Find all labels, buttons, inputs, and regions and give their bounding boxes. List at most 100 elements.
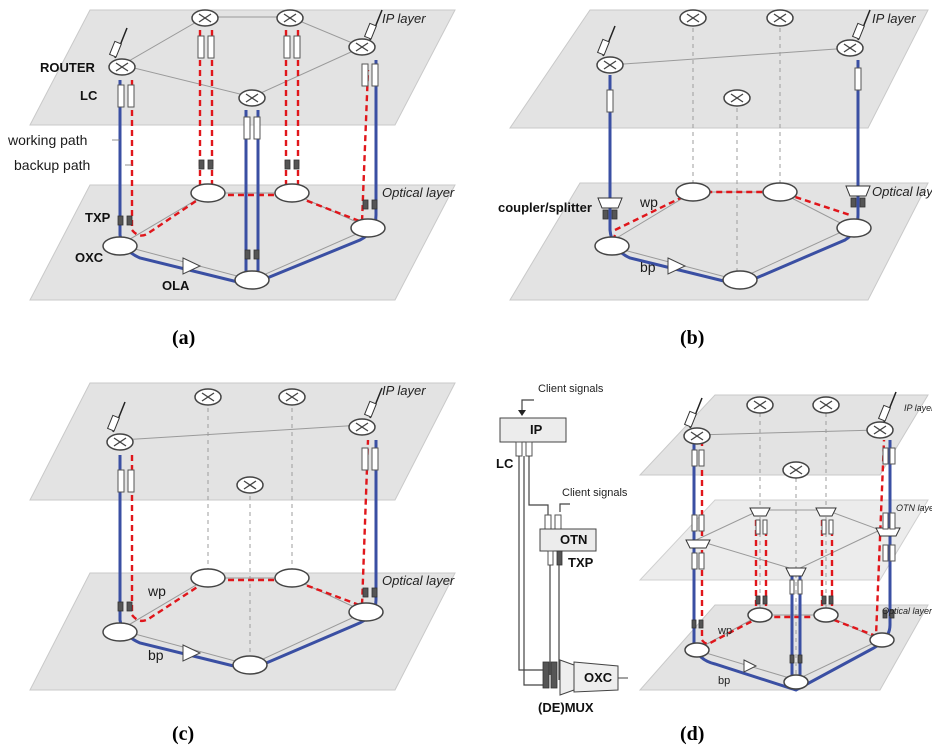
wp-label: wp: [147, 583, 166, 599]
oxc-node: [274, 183, 310, 203]
otn-layer-label: OTN layer: [896, 503, 932, 513]
ip-box-label: IP: [530, 422, 543, 437]
router-node-icon: [866, 421, 894, 439]
ip-layer-label: IP layer: [872, 11, 916, 26]
otn-box-label: OTN: [560, 532, 587, 547]
optical-layer-plane: [638, 604, 929, 691]
oxc-node: [350, 218, 386, 238]
amplifier-icon: [182, 257, 202, 275]
wp-label: wp: [717, 625, 732, 637]
router-node-icon: [236, 476, 264, 494]
oxc-node: [190, 568, 226, 588]
router-node-icon: [348, 418, 376, 436]
router-node-icon: [238, 89, 266, 107]
bp-label: bp: [148, 647, 164, 663]
router-node-icon: [746, 396, 774, 414]
otn-switch-icon: [749, 507, 771, 517]
ip-layer-plane: [29, 9, 456, 126]
ip-layer-plane: [509, 9, 929, 129]
transponder-icon: [284, 159, 300, 170]
oxc-node: [836, 218, 872, 238]
oxc-node: [348, 602, 384, 622]
router-node-icon: [766, 9, 794, 27]
router-node-icon: [782, 461, 810, 479]
oxc-box-label: OXC: [584, 670, 613, 685]
amplifier-icon: [743, 659, 758, 673]
panel-a: IP layer Optical layer ROUTER LC working…: [7, 9, 456, 349]
router-node-icon: [723, 89, 751, 107]
caption-b: (b): [680, 327, 704, 349]
transponder-icon: [198, 159, 214, 170]
panel-d-schematic: Client signals IP LC Client signals OTN …: [496, 383, 628, 715]
backup-path-label: backup path: [14, 157, 90, 173]
backup-path-a: [130, 30, 370, 237]
oxc-node: [813, 607, 839, 623]
oxc-node: [190, 183, 226, 203]
otn-switch-icon: [685, 539, 711, 549]
optical-layer-plane: [29, 184, 456, 301]
coupler-splitter-icon: [597, 197, 623, 209]
router-node-icon: [108, 58, 136, 76]
txp-label: TXP: [568, 555, 594, 570]
demux-label: (DE)MUX: [538, 700, 594, 715]
optical-layer-label: Optical layer: [382, 185, 455, 200]
otn-switch-icon: [815, 507, 837, 517]
client-signals-label: Client signals: [562, 487, 628, 499]
ola-label: OLA: [162, 278, 190, 293]
oxc-box: [573, 661, 619, 693]
lc-label: LC: [496, 456, 514, 471]
router-node-icon: [596, 56, 624, 74]
otn-layer-plane: [638, 499, 929, 581]
coupler-splitter-label: coupler/splitter: [498, 200, 592, 215]
router-node-icon: [194, 388, 222, 406]
backup-path-c: [130, 439, 370, 623]
client-signals-label: Client signals: [538, 383, 604, 395]
oxc-node: [232, 655, 268, 675]
router-node-icon: [683, 427, 711, 445]
working-path-label: working path: [7, 132, 87, 148]
coupler-splitter-icon: [845, 185, 871, 197]
oxc-node: [102, 622, 138, 642]
ip-layer-plane: [638, 394, 929, 476]
oxc-node: [684, 642, 710, 658]
lc-label: LC: [80, 88, 98, 103]
optical-layer-label: Optical layer: [382, 573, 455, 588]
router-node-icon: [812, 396, 840, 414]
otn-box: [539, 528, 597, 552]
panel-b: IP layer Optical layer coupler/splitter …: [498, 9, 932, 349]
oxc-node: [594, 236, 630, 256]
caption-d: (d): [680, 723, 704, 745]
oxc-node: [783, 674, 809, 690]
oxc-node: [274, 568, 310, 588]
caption-a: (a): [172, 327, 195, 349]
oxc-node: [747, 607, 773, 623]
panel-d-layers: IP layer OTN layer Optical layer wp bp (…: [638, 391, 932, 745]
ip-layer-plane: [29, 382, 456, 501]
bp-label: bp: [718, 675, 730, 687]
amplifier-icon: [667, 257, 687, 275]
panel-c: IP layer Optical layer wp bp (c): [29, 382, 456, 745]
router-node-icon: [191, 9, 219, 27]
caption-c: (c): [172, 723, 194, 745]
otn-switch-icon: [785, 567, 807, 577]
oxc-node: [234, 270, 270, 290]
router-node-icon: [276, 9, 304, 27]
router-node-icon: [679, 9, 707, 27]
oxc-node: [102, 236, 138, 256]
router-node-icon: [278, 388, 306, 406]
line-card-icon: [854, 67, 862, 91]
router-label: ROUTER: [40, 60, 96, 75]
wp-label: wp: [639, 194, 658, 210]
optical-layer-label: Optical layer: [882, 606, 932, 616]
router-node-icon: [348, 38, 376, 56]
router-node-icon: [836, 39, 864, 57]
backup-path-d: [700, 439, 886, 645]
oxc-node: [675, 182, 711, 202]
oxc-node: [869, 632, 895, 648]
oxc-label: OXC: [75, 250, 104, 265]
ip-layer-label: IP layer: [382, 383, 426, 398]
router-node-icon: [106, 433, 134, 451]
mux-icon: [559, 659, 575, 696]
amplifier-icon: [182, 644, 202, 662]
